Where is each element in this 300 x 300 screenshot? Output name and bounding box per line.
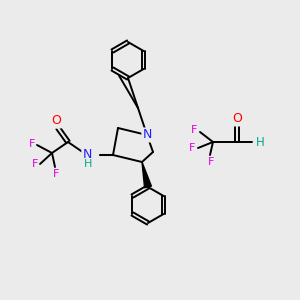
Text: O: O <box>232 112 242 125</box>
Text: F: F <box>189 143 195 153</box>
Polygon shape <box>142 162 152 188</box>
Text: H: H <box>84 159 92 169</box>
Text: F: F <box>191 125 197 135</box>
Text: F: F <box>32 159 38 169</box>
Text: F: F <box>29 139 35 149</box>
Text: F: F <box>53 169 59 179</box>
Text: F: F <box>208 157 214 167</box>
Text: N: N <box>82 148 92 161</box>
Text: N: N <box>142 128 152 142</box>
Text: O: O <box>51 115 61 128</box>
Text: H: H <box>256 136 264 148</box>
